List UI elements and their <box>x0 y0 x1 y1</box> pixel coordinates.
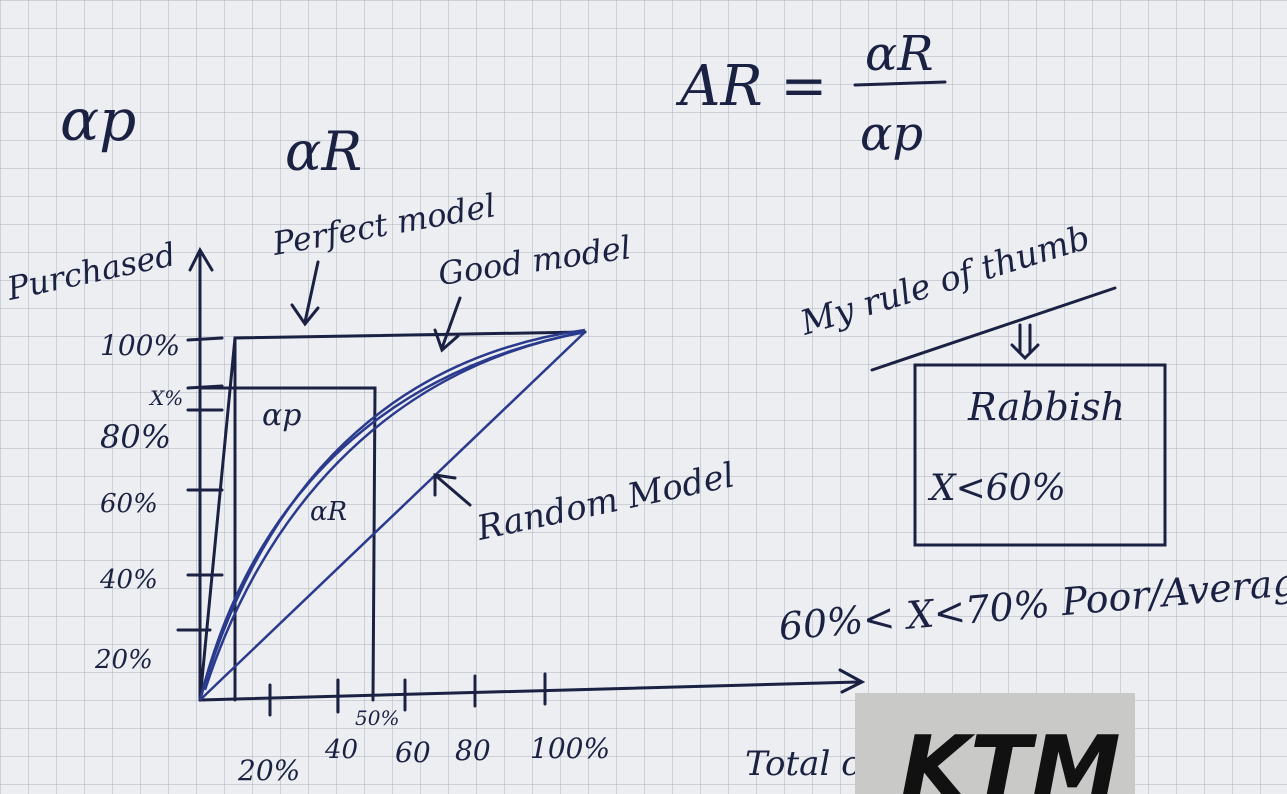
y-tick-label: 60% <box>100 489 158 519</box>
perfect-model <box>198 330 587 702</box>
x-tick-marks <box>268 672 547 717</box>
rule-box <box>913 363 1167 547</box>
underline <box>870 286 1117 372</box>
formula-numerator: αR <box>865 26 934 82</box>
random-model <box>199 331 586 701</box>
x-tick-label: 80 <box>455 734 491 767</box>
good-model <box>198 330 586 701</box>
y-tick-label: 20% <box>94 645 153 675</box>
logo: KTM <box>900 717 1121 794</box>
rule-box-condition: X<60% <box>927 468 1066 509</box>
x-tick-label: 50% <box>355 706 399 730</box>
y-tick-label: 80% <box>100 418 171 456</box>
y-tick-label: 100% <box>100 329 180 362</box>
arrow <box>290 260 320 327</box>
arrow <box>433 473 472 507</box>
formula-lhs: AR = <box>675 54 827 119</box>
x-axis <box>198 668 866 702</box>
fraction-bar <box>853 80 947 87</box>
logo-sticker <box>855 693 1135 794</box>
rule-box-title: Rabbish <box>967 385 1125 429</box>
y-tick-label: 40% <box>99 565 158 595</box>
x-tick-label: 20% <box>237 754 300 787</box>
good-model <box>198 328 586 701</box>
y-axis <box>188 246 214 702</box>
area-label: αp <box>262 398 301 433</box>
x-tick-label: 100% <box>530 732 610 765</box>
symbol: αp <box>60 86 136 154</box>
x-tick-label: 40 <box>324 735 358 765</box>
guide-lines <box>198 386 377 702</box>
arrow <box>433 296 462 353</box>
area-label: αR <box>310 497 347 527</box>
formula-denominator: αp <box>860 106 923 162</box>
y-tick-label: X% <box>148 386 183 410</box>
x-tick-label: 60 <box>395 736 431 769</box>
symbol: αR <box>285 120 362 183</box>
arrow <box>1010 323 1040 361</box>
